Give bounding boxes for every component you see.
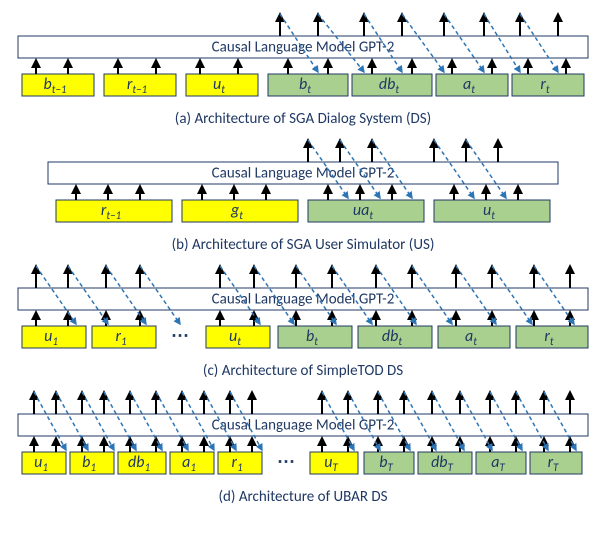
model-label: Causal Language Model GPT-2 — [212, 165, 395, 183]
ellipsis: ⋯ — [171, 324, 189, 346]
model-label: Causal Language Model GPT-2 — [212, 39, 395, 57]
panel-b: Causal Language Model GPT-2rt−1gtuatut(b… — [8, 134, 598, 254]
panel-c: Causal Language Model GPT-2u1r1utbtdbtat… — [8, 260, 598, 380]
panel-caption: (c) Architecture of SimpleTOD DS — [8, 362, 598, 380]
figure-root: Causal Language Model GPT-2bt−1rt−1utbtd… — [8, 8, 598, 506]
panel-caption: (b) Architecture of SGA User Simulator (… — [8, 236, 598, 254]
model-label: Causal Language Model GPT-2 — [212, 291, 395, 309]
panel-a: Causal Language Model GPT-2bt−1rt−1utbtd… — [8, 8, 598, 128]
panel-caption: (d) Architecture of UBAR DS — [8, 488, 598, 506]
panel-d: Causal Language Model GPT-2u1b1db1a1r1uT… — [8, 386, 598, 506]
ellipsis: ⋯ — [277, 450, 295, 472]
panel-caption: (a) Architecture of SGA Dialog System (D… — [8, 110, 598, 128]
